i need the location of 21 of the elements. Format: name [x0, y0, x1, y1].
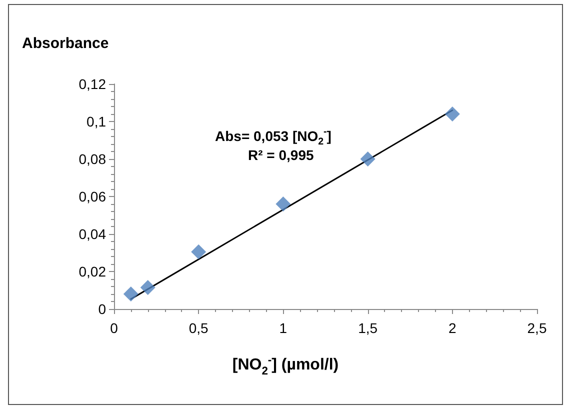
annotation: R² = 0,995 [248, 147, 314, 163]
y-tick-label: 0,08 [78, 151, 106, 167]
y-tick-label: 0,06 [78, 188, 106, 204]
point [360, 152, 376, 166]
point [276, 196, 291, 212]
y-tick-label: 0 [98, 301, 106, 317]
y-tick-label: 0,02 [78, 264, 106, 280]
x-tick-label: 2 [448, 320, 456, 336]
x-tick-label: 0,5 [188, 320, 209, 336]
y-tick-label: 0,04 [78, 226, 106, 242]
y-tick-label: 0,1 [86, 114, 106, 130]
x-tick-label: 1 [279, 320, 288, 336]
point [140, 280, 156, 295]
x-tick-label: 1,5 [358, 320, 378, 336]
y-axis-title: Absorbance [22, 35, 109, 52]
point [123, 286, 138, 302]
x-tick-label: 0 [110, 320, 118, 336]
point [191, 244, 206, 260]
point [444, 106, 460, 122]
y-tick-label: 0,12 [78, 76, 106, 92]
x-tick-label: 2,5 [527, 320, 547, 336]
